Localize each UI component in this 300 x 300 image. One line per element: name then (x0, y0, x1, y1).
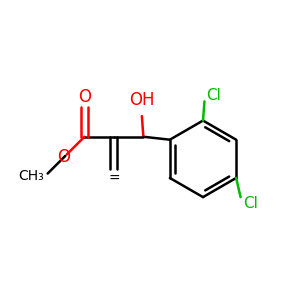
Text: CH₃: CH₃ (18, 169, 44, 184)
Text: =: = (108, 172, 120, 186)
Text: O: O (57, 148, 70, 166)
Text: Cl: Cl (206, 88, 221, 103)
Text: O: O (78, 88, 91, 106)
Text: Cl: Cl (244, 196, 258, 211)
Text: OH: OH (129, 91, 154, 109)
